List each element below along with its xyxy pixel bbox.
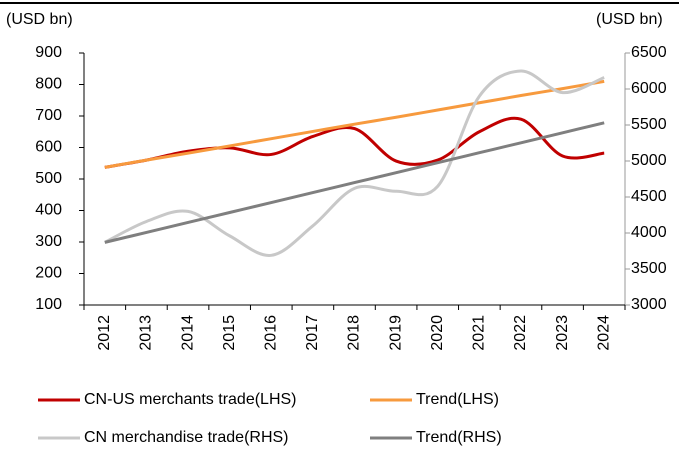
y2-tick-label: 4500 <box>631 188 667 205</box>
x-tick-label: 2013 <box>138 315 155 351</box>
x-tick-label: 2021 <box>471 315 488 351</box>
y-tick-label: 300 <box>35 233 62 250</box>
legend-label: CN merchandise trade(RHS) <box>84 429 289 446</box>
y-tick-label: 900 <box>35 44 62 61</box>
series-line <box>104 79 605 169</box>
legend-label: CN-US merchants trade(LHS) <box>84 391 297 408</box>
legend-label: Trend(RHS) <box>416 429 502 446</box>
y-tick-label: 800 <box>35 76 62 93</box>
x-tick-label: 2023 <box>554 315 571 351</box>
x-tick-label: 2014 <box>179 315 196 351</box>
y2-tick-label: 6000 <box>631 80 667 97</box>
x-tick-label: 2012 <box>96 315 113 351</box>
y2-tick-label: 6500 <box>631 44 667 61</box>
y2-tick-label: 3500 <box>631 260 667 277</box>
y-tick-label: 600 <box>35 139 62 156</box>
x-tick-label: 2017 <box>304 315 321 351</box>
series-line <box>104 121 605 244</box>
y-axis-label: (USD bn) <box>6 11 73 28</box>
y2-tick-label: 3000 <box>631 296 667 313</box>
y2-tick-label: 4000 <box>631 224 667 241</box>
y2-tick-label: 5500 <box>631 116 667 133</box>
x-tick-label: 2022 <box>512 315 529 351</box>
y-tick-label: 200 <box>35 265 62 282</box>
y2-tick-label: 5000 <box>631 152 667 169</box>
y-tick-label: 500 <box>35 170 62 187</box>
x-tick-label: 2020 <box>429 315 446 351</box>
y2-axis-label: (USD bn) <box>596 11 663 28</box>
y-tick-label: 100 <box>35 296 62 313</box>
y-tick-label: 700 <box>35 107 62 124</box>
x-tick-label: 2024 <box>595 315 612 351</box>
series-line <box>104 116 605 169</box>
series-line <box>104 69 605 257</box>
y-tick-label: 400 <box>35 202 62 219</box>
x-tick-label: 2018 <box>346 315 363 351</box>
legend-label: Trend(LHS) <box>416 391 499 408</box>
x-tick-label: 2019 <box>387 315 404 351</box>
x-tick-label: 2015 <box>221 315 238 351</box>
x-tick-label: 2016 <box>262 315 279 351</box>
